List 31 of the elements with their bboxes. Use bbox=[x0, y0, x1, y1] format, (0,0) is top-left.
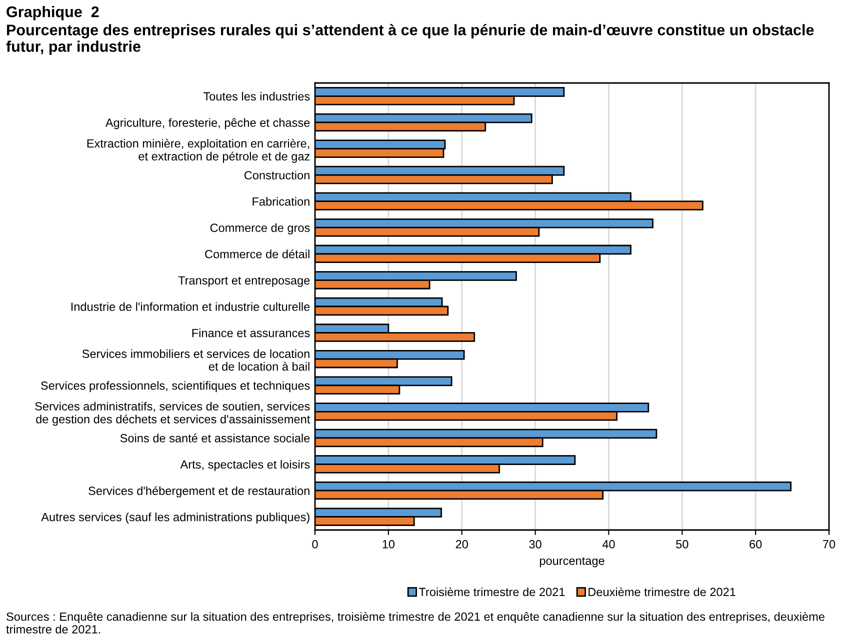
y-tick-label: Services administratifs, services de soutien, services de gestion des déchets et services d'assainissement bbox=[35, 402, 310, 426]
x-tick-label: 0 bbox=[312, 540, 318, 548]
y-tick-label: Services immobiliers et services de location et de location à bail bbox=[82, 349, 310, 371]
y-tick-label: Commerce de gros bbox=[210, 223, 310, 234]
y-tick-label: Finance et assurances bbox=[192, 328, 310, 338]
y-tick-label: Arts, spectacles et loisirs bbox=[180, 460, 310, 471]
y-tick-label: Autres services (sauf les administrations publiques) bbox=[41, 512, 310, 524]
y-tick-label: Services d'hébergement et de restauration bbox=[88, 486, 310, 498]
y-tick-label: Construction bbox=[244, 170, 310, 180]
y-tick-label: Commerce de détail bbox=[205, 249, 310, 258]
y-tick-label: Services professionnels, scientifiques et techniques bbox=[40, 381, 310, 392]
x-tick-label: 70 bbox=[823, 540, 836, 548]
y-tick-label: Toutes les industries bbox=[203, 92, 310, 101]
x-tick-label: 60 bbox=[750, 540, 762, 548]
legend-label: Deuxième trimestre de 2021 bbox=[588, 587, 736, 596]
legend-label: Troisième trimestre de 2021 bbox=[418, 587, 565, 596]
text: Graphique 2 bbox=[6, 6, 99, 20]
y-tick-label: Soins de santé et assistance sociale bbox=[120, 434, 310, 442]
y-tick-label: Transport et entreposage bbox=[178, 276, 310, 287]
x-tick-label: 30 bbox=[529, 540, 542, 548]
x-tick-label: 50 bbox=[676, 540, 688, 548]
x-tick-label: 20 bbox=[456, 540, 468, 548]
x-tick-label: 10 bbox=[382, 540, 395, 548]
y-tick-label: Fabrication bbox=[252, 197, 310, 206]
x-tick-label: 40 bbox=[602, 540, 615, 548]
chart-subtitle: Pourcentage des entreprises rurales qui s’attendent à ce que la pénurie de main-d’œuvre constitue un obstacle futur, par industrie bbox=[6, 24, 814, 55]
source-note: Sources : Enquête canadienne sur la situation des entreprises, troisième trimestre de 2021 et enquête canadienne sur la situation des entreprises, deuxième trimestre de 2021. bbox=[6, 612, 824, 634]
y-tick-label: Extraction minière, exploitation en carrière, et extraction de pétrole et de gaz bbox=[87, 138, 310, 163]
x-axis-title: pourcentage bbox=[540, 557, 604, 568]
y-tick-label: Industrie de l'information et industrie culturelle bbox=[71, 302, 310, 311]
y-tick-label: Agriculture, foresterie, pêche et chasse bbox=[105, 118, 310, 130]
